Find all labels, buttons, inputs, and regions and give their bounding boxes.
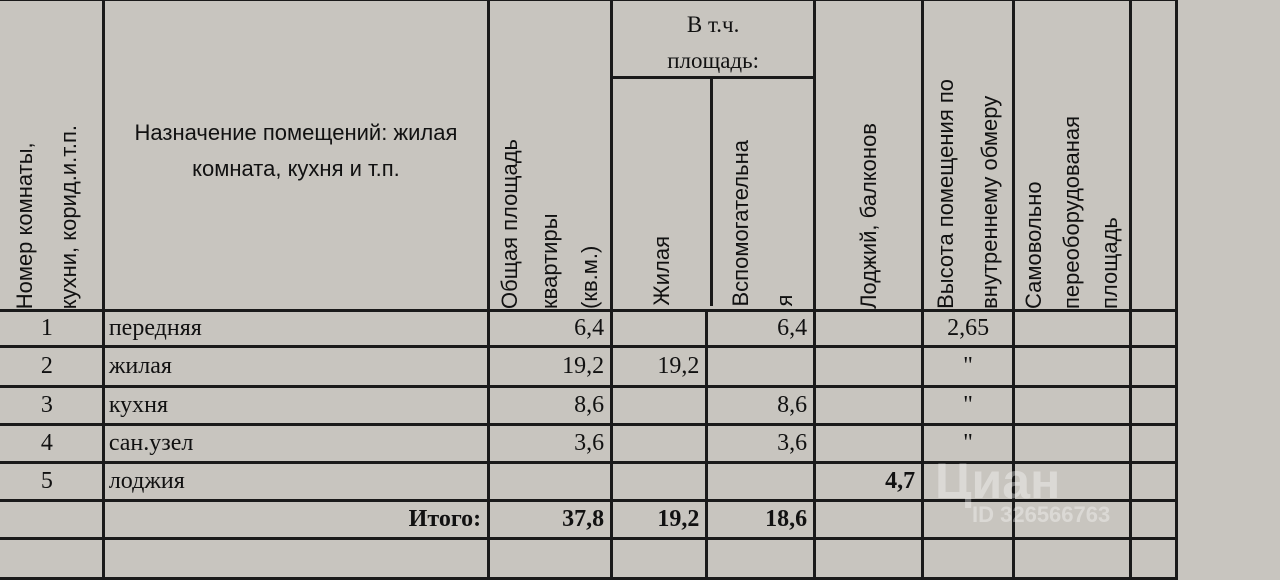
header-self-converted: Самовольно переоборудованая площадь: [1012, 0, 1133, 312]
cell-living: [610, 309, 709, 348]
header-including: В т.ч. площадь: Жилая Вспомогательна я: [610, 0, 817, 312]
table-row: 5 лоджия 4,7: [0, 461, 1178, 502]
header-total-area: Общая площадь квартиры (кв.м.): [487, 0, 614, 312]
cell-name: передняя: [101, 309, 491, 348]
cell-name: лоджия: [101, 461, 491, 502]
totals-label: Итого:: [101, 499, 491, 540]
cell-name: сан.узел: [101, 423, 491, 464]
header-auxiliary: Вспомогательна я: [728, 139, 798, 307]
cell-total: 19,2: [487, 345, 614, 388]
cell-living: [610, 461, 709, 502]
cell-height: ": [921, 385, 1016, 426]
table-row: 3 кухня 8,6 8,6 ": [0, 385, 1178, 426]
cell-loggia: [813, 345, 925, 388]
cell-loggia: [813, 309, 925, 348]
cell-loggia: [813, 385, 925, 426]
empty-row: [0, 537, 1178, 580]
header-row: Номер комнаты, кухни, корид.и.т.п. Назнач…: [0, 0, 1178, 312]
cell-total: [487, 461, 614, 502]
cell-loggia: 4,7: [813, 461, 925, 502]
cell-loggia: [813, 423, 925, 464]
cell-height: ": [921, 345, 1016, 388]
cell-height: 2,65: [921, 309, 1016, 348]
cell-name: кухня: [101, 385, 491, 426]
cell-total: 3,6: [487, 423, 614, 464]
cell-total: 6,4: [487, 309, 614, 348]
header-loggias: Лоджий, балконов: [813, 0, 925, 312]
totals-row: Итого: 37,8 19,2 18,6: [0, 499, 1178, 540]
cell-num: 3: [0, 385, 105, 426]
explication-table: Номер комнаты, кухни, корид.и.т.п. Назнач…: [0, 0, 1178, 580]
cell-num: 4: [0, 423, 105, 464]
cell-height: [921, 461, 1016, 502]
cell-num: 2: [0, 345, 105, 388]
cell-height: ": [921, 423, 1016, 464]
cell-aux: 3,6: [705, 423, 817, 464]
cell-name: жилая: [101, 345, 491, 388]
cell-living: [610, 385, 709, 426]
totals-total: 37,8: [487, 499, 614, 540]
cell-total: 8,6: [487, 385, 614, 426]
header-purpose: Назначение помещений: жилая комната, кух…: [101, 0, 491, 312]
header-living: Жилая: [613, 79, 714, 306]
cell-num: 5: [0, 461, 105, 502]
cell-aux: 8,6: [705, 385, 817, 426]
table-row: 2 жилая 19,2 19,2 ": [0, 345, 1178, 388]
cell-aux: [705, 345, 817, 388]
totals-living: 19,2: [610, 499, 709, 540]
totals-aux: 18,6: [705, 499, 817, 540]
table-row: 1 передняя 6,4 6,4 2,65: [0, 309, 1178, 348]
cell-aux: 6,4: [705, 309, 817, 348]
cell-living: [610, 423, 709, 464]
cell-aux: [705, 461, 817, 502]
header-height: Высота помещения по внутреннему обмеру: [921, 0, 1016, 312]
table-row: 4 сан.узел 3,6 3,6 ": [0, 423, 1178, 464]
header-room-number: Номер комнаты, кухни, корид.и.т.п.: [0, 0, 105, 312]
cell-num: 1: [0, 309, 105, 348]
cell-living: 19,2: [610, 345, 709, 388]
